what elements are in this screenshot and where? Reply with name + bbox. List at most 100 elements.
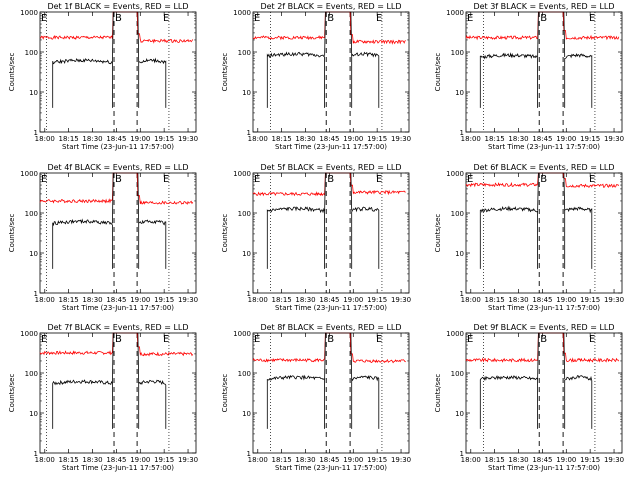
ytick-label: 10: [455, 89, 464, 97]
xtick-label: 19:00: [130, 135, 150, 143]
ytick-label: 1000: [20, 9, 38, 17]
marker-label-begin: E: [254, 174, 260, 185]
xtick-label: 18:00: [461, 456, 481, 464]
xtick-label: 19:00: [130, 456, 150, 464]
xtick-label: 18:45: [106, 135, 126, 143]
xtick-label: 19:15: [367, 456, 387, 464]
xtick-label: 18:45: [319, 456, 339, 464]
xtick-label: 18:30: [295, 296, 315, 304]
marker-label-begin: E: [41, 334, 47, 345]
xtick-label: 18:45: [532, 456, 552, 464]
xtick-label: 19:30: [604, 296, 624, 304]
xtick-label: 19:15: [154, 135, 174, 143]
xtick-label: 18:15: [272, 456, 292, 464]
x-axis-label: Start Time (23-Jun-11 17:57:00): [62, 143, 174, 151]
xtick-label: 18:15: [272, 135, 292, 143]
marker-label-end: E: [376, 174, 382, 185]
series-events-line: [266, 206, 326, 269]
chart-title: Det 2f BLACK = Events, RED = LLD: [260, 2, 401, 11]
chart-title: Det 8f BLACK = Events, RED = LLD: [260, 323, 401, 332]
marker-label-begin: E: [41, 174, 47, 185]
series-events-spike: [537, 332, 566, 380]
x-axis-label: Start Time (23-Jun-11 17:57:00): [488, 304, 600, 312]
x-axis-label: Start Time (23-Jun-11 17:57:00): [488, 464, 600, 472]
ytick-label: 1: [34, 290, 38, 298]
x-axis-label: Start Time (23-Jun-11 17:57:00): [62, 304, 174, 312]
xtick-label: 18:15: [272, 296, 292, 304]
marker-label-end: E: [376, 13, 382, 24]
xtick-label: 19:15: [154, 456, 174, 464]
series-events-line: [266, 374, 326, 429]
plot-frame: [465, 11, 623, 133]
xtick-label: 19:30: [178, 456, 198, 464]
plot-frame: [39, 332, 197, 454]
y-axis-label: Counts/sec: [221, 53, 229, 92]
series-events-spike: [112, 172, 140, 224]
ytick-label: 1: [34, 129, 38, 137]
xtick-label: 19:15: [580, 296, 600, 304]
xtick-label: 18:00: [35, 296, 55, 304]
xtick-label: 18:30: [508, 135, 528, 143]
ytick-label: 100: [238, 370, 251, 378]
x-axis-label: Start Time (23-Jun-11 17:57:00): [488, 143, 600, 151]
chart-panel-1: Det 1f BLACK = Events, RED = LLD 1 10 100 10…: [8, 2, 198, 151]
xtick-label: 18:45: [532, 135, 552, 143]
chart-panel-7: Det 7f BLACK = Events, RED = LLD 1 10 100 10…: [8, 323, 198, 472]
series-events-spike: [537, 11, 566, 58]
y-axis-label: Counts/sec: [434, 214, 442, 253]
series-events-spike: [324, 332, 353, 380]
series-events-spike: [537, 172, 566, 211]
y-axis-label: Counts/sec: [8, 374, 16, 413]
xtick-label: 19:30: [391, 135, 411, 143]
chart-panel-5: Det 5f BLACK = Events, RED = LLD 1 10 100 10…: [221, 163, 411, 312]
series-events-line: [564, 375, 593, 429]
ytick-label: 1000: [233, 170, 251, 178]
xtick-label: 18:00: [248, 135, 268, 143]
ytick-label: 100: [451, 49, 464, 57]
marker-label-middle: B: [327, 334, 334, 345]
ytick-label: 100: [238, 49, 251, 57]
ytick-label: 1: [460, 290, 464, 298]
xtick-label: 18:00: [461, 296, 481, 304]
xtick-label: 19:00: [556, 135, 576, 143]
xtick-label: 19:15: [367, 135, 387, 143]
marker-label-middle: B: [115, 174, 122, 185]
x-axis-label: Start Time (23-Jun-11 17:57:00): [275, 464, 387, 472]
ytick-label: 1000: [20, 170, 38, 178]
xtick-label: 18:15: [59, 296, 79, 304]
xtick-label: 18:00: [461, 135, 481, 143]
ytick-label: 1000: [233, 9, 251, 17]
ytick-label: 1: [247, 129, 251, 137]
plot-frame: [252, 11, 410, 133]
series-events-spike: [112, 11, 140, 63]
xtick-label: 18:00: [35, 135, 55, 143]
chart-panel-3: Det 3f BLACK = Events, RED = LLD 1 10 100 10…: [434, 2, 624, 151]
ytick-label: 100: [451, 370, 464, 378]
xtick-label: 18:30: [508, 456, 528, 464]
ytick-label: 10: [29, 250, 38, 258]
xtick-label: 18:45: [319, 135, 339, 143]
marker-label-begin: E: [254, 13, 260, 24]
ytick-label: 1: [34, 450, 38, 458]
xtick-label: 18:45: [532, 296, 552, 304]
xtick-label: 18:45: [106, 296, 126, 304]
chart-title: Det 6f BLACK = Events, RED = LLD: [473, 163, 614, 172]
series-events-line: [266, 51, 326, 108]
ytick-label: 10: [242, 410, 251, 418]
chart-title: Det 5f BLACK = Events, RED = LLD: [260, 163, 401, 172]
chart-title: Det 9f BLACK = Events, RED = LLD: [473, 323, 614, 332]
ytick-label: 1: [247, 450, 251, 458]
marker-label-middle: B: [327, 13, 334, 24]
xtick-label: 18:15: [59, 456, 79, 464]
series-events-line: [479, 205, 538, 269]
series-events-line: [52, 218, 113, 269]
xtick-label: 18:00: [248, 296, 268, 304]
xtick-label: 19:00: [556, 456, 576, 464]
chart-title: Det 7f BLACK = Events, RED = LLD: [47, 323, 188, 332]
ytick-label: 1: [460, 450, 464, 458]
xtick-label: 18:00: [35, 456, 55, 464]
marker-label-middle: B: [115, 13, 122, 24]
marker-label-middle: B: [540, 174, 547, 185]
marker-label-begin: E: [254, 334, 260, 345]
